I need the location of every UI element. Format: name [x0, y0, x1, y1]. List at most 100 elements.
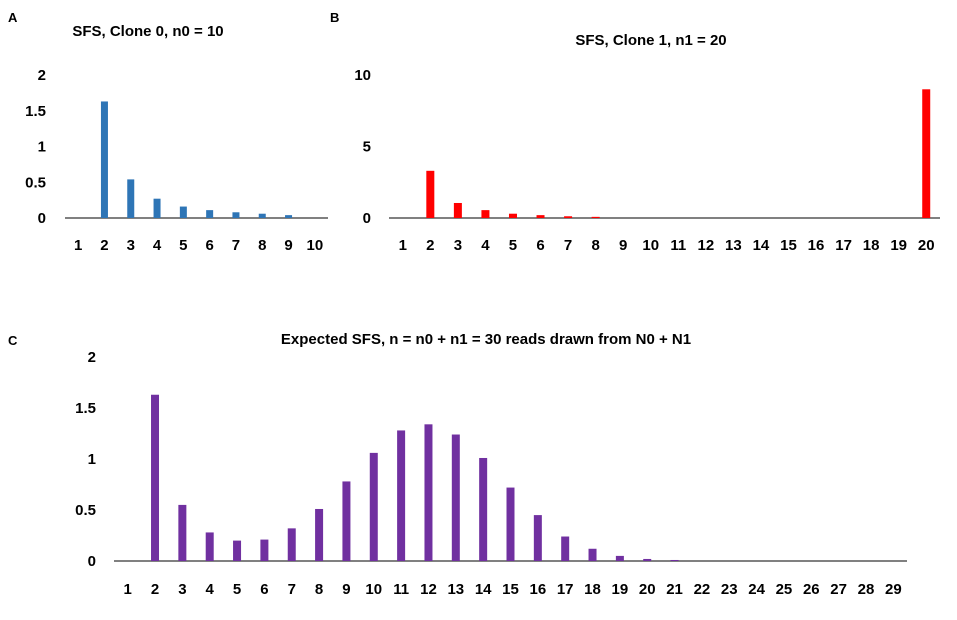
x-tick-label-c-19: 19 [612, 581, 629, 598]
bar-c-17 [561, 536, 570, 561]
y-tick-label-c-0: 0 [88, 553, 96, 570]
y-tick-label-a-0-5: 0.5 [25, 174, 46, 191]
y-tick-label-a-1-5: 1.5 [25, 103, 46, 120]
x-tick-label-c-23: 23 [721, 581, 738, 598]
bar-b-3 [453, 202, 462, 218]
chart-title-c: Expected SFS, n = n0 + n1 = 30 reads dra… [281, 331, 691, 348]
panel-letter-c: C [8, 333, 18, 348]
x-tick-label-b-19: 19 [890, 237, 907, 254]
bar-c-14 [479, 457, 488, 561]
x-tick-label-c-22: 22 [694, 581, 711, 598]
y-tick-labels-a: 0 0.5 1 1.5 2 [25, 67, 46, 227]
y-tick-label-c-0-5: 0.5 [75, 502, 96, 519]
x-tick-label-c-6: 6 [260, 581, 268, 598]
x-tick-label-c-21: 21 [666, 581, 683, 598]
y-tick-label-c-2: 2 [88, 349, 96, 366]
panel-b: B SFS, Clone 1, n1 = 20 1 2 3 4 5 6 7 8 9 10 11 12 1… [330, 10, 940, 254]
panel-c: C Expected SFS, n = n0 + n1 = 30 reads d… [8, 331, 907, 598]
x-tick-label-a-3: 3 [127, 237, 135, 254]
bar-b-7 [564, 216, 573, 218]
x-tick-label-a-1: 1 [74, 237, 82, 254]
bar-c-16 [533, 515, 542, 561]
bar-a-5 [179, 206, 187, 218]
x-tick-label-c-20: 20 [639, 581, 656, 598]
bar-c-19 [615, 555, 624, 561]
bar-c-12 [424, 424, 433, 561]
bar-b-5 [508, 213, 517, 218]
x-tick-label-c-13: 13 [447, 581, 464, 598]
bar-a-7 [232, 212, 240, 218]
x-tick-label-b-5: 5 [509, 237, 517, 254]
x-tick-label-c-1: 1 [123, 581, 131, 598]
x-tick-label-c-10: 10 [365, 581, 382, 598]
x-tick-label-a-10: 10 [307, 237, 324, 254]
x-tick-label-b-17: 17 [835, 237, 852, 254]
bar-b-4 [481, 210, 490, 218]
x-tick-label-b-16: 16 [808, 237, 825, 254]
x-tick-labels-a: 1 2 3 4 5 6 7 8 9 10 [74, 237, 323, 254]
x-tick-label-b-6: 6 [536, 237, 544, 254]
x-tick-label-b-13: 13 [725, 237, 742, 254]
panel-a: A SFS, Clone 0, n0 = 10 1 2 3 4 5 6 7 8 9 10 0 0.5… [8, 10, 328, 254]
bar-b-6 [536, 215, 545, 218]
x-tick-label-b-14: 14 [753, 237, 770, 254]
bar-a-6 [206, 210, 214, 218]
bar-b-8 [591, 216, 600, 218]
y-tick-label-b-0: 0 [363, 210, 371, 227]
bar-c-21 [670, 559, 679, 561]
x-tick-label-c-9: 9 [342, 581, 350, 598]
x-tick-labels-b: 1 2 3 4 5 6 7 8 9 10 11 12 13 14 15 16 17 18 19 20 [399, 237, 935, 254]
y-tick-label-c-1-5: 1.5 [75, 400, 96, 417]
y-tick-label-a-0: 0 [38, 210, 46, 227]
x-tick-label-b-7: 7 [564, 237, 572, 254]
chart-title-b: SFS, Clone 1, n1 = 20 [575, 32, 726, 49]
bar-c-11 [397, 430, 406, 561]
x-tick-label-b-4: 4 [481, 237, 490, 254]
x-tick-label-c-18: 18 [584, 581, 601, 598]
y-tick-label-b-5: 5 [363, 139, 371, 156]
x-tick-label-c-8: 8 [315, 581, 323, 598]
y-tick-label-b-10: 10 [354, 67, 371, 84]
bar-c-6 [260, 539, 269, 561]
x-tick-label-a-8: 8 [258, 237, 266, 254]
x-tick-label-c-25: 25 [776, 581, 793, 598]
x-tick-label-c-27: 27 [830, 581, 847, 598]
bar-b-20 [922, 89, 931, 218]
bar-b-2 [426, 170, 435, 218]
bar-a-9 [285, 215, 293, 218]
x-tick-label-c-16: 16 [529, 581, 546, 598]
y-tick-label-c-1: 1 [88, 451, 96, 468]
x-tick-label-a-4: 4 [153, 237, 162, 254]
x-tick-label-b-12: 12 [697, 237, 714, 254]
bar-c-5 [233, 540, 242, 561]
y-tick-labels-c: 0 0.5 1 1.5 2 [75, 349, 96, 570]
x-tick-label-b-10: 10 [642, 237, 659, 254]
bar-c-7 [287, 528, 296, 561]
bar-a-8 [258, 213, 266, 218]
x-tick-label-a-9: 9 [284, 237, 292, 254]
y-tick-labels-b: 0 5 10 [354, 67, 371, 227]
x-tick-label-b-3: 3 [454, 237, 462, 254]
x-tick-label-c-3: 3 [178, 581, 186, 598]
x-tick-label-c-26: 26 [803, 581, 820, 598]
x-tick-label-b-1: 1 [399, 237, 407, 254]
panel-letter-a: A [8, 10, 18, 25]
bar-c-20 [643, 558, 652, 561]
bar-c-4 [205, 532, 214, 561]
x-tick-label-b-11: 11 [670, 237, 686, 254]
y-tick-label-a-2: 2 [38, 67, 46, 84]
bar-c-3 [178, 504, 187, 561]
y-tick-label-a-1: 1 [38, 139, 46, 156]
x-tick-label-c-4: 4 [206, 581, 215, 598]
bar-a-2 [100, 101, 108, 218]
x-tick-label-c-29: 29 [885, 581, 902, 598]
bars-b [426, 89, 931, 218]
panel-letter-b: B [330, 10, 339, 25]
bars-a [100, 101, 293, 218]
bar-c-10 [369, 452, 378, 561]
x-tick-label-b-2: 2 [426, 237, 434, 254]
x-tick-label-c-7: 7 [288, 581, 296, 598]
chart-title-a: SFS, Clone 0, n0 = 10 [72, 23, 223, 40]
x-tick-label-a-7: 7 [232, 237, 240, 254]
